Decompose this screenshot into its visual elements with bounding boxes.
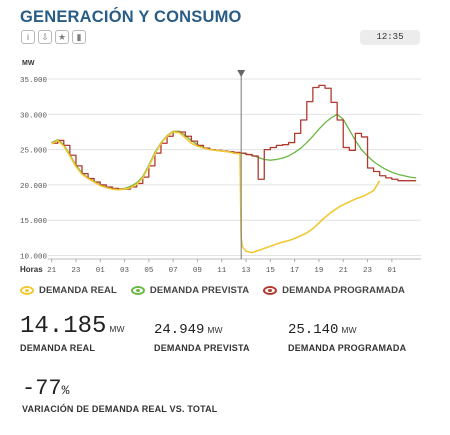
stat-unit: MW xyxy=(207,325,223,335)
star-icon[interactable]: ★ xyxy=(55,30,69,44)
y-tick-label: 10.000 xyxy=(20,253,48,261)
stat-unit: MW xyxy=(109,324,125,334)
now-marker xyxy=(237,70,246,259)
y-tick-label: 25.000 xyxy=(20,148,48,156)
x-axis-ticks: 21 23 01 03 05 07 09 11 13 15 17 19 21 23 01 xyxy=(47,259,397,275)
x-tick-label: 21 xyxy=(339,267,349,275)
page-title: GENERACIÓN Y CONSUMO xyxy=(20,8,242,26)
y-axis-label: MW xyxy=(22,60,35,67)
stat-value: 14.185 xyxy=(20,313,107,340)
stat-label: DEMANDA PROGRAMADA xyxy=(288,343,407,353)
stat-value: 24.949 xyxy=(154,322,205,338)
x-tick-label: 23 xyxy=(363,267,373,275)
eye-icon xyxy=(130,286,145,295)
stat-label: VARIACIÓN DE DEMANDA REAL VS. TOTAL xyxy=(22,404,218,414)
time-badge[interactable]: 12:35 xyxy=(360,30,420,45)
stat-unit: % xyxy=(61,383,70,398)
download-icon[interactable]: ⇩ xyxy=(38,30,52,44)
y-tick-label: 35.000 xyxy=(20,77,48,85)
info-icon[interactable]: i xyxy=(21,30,35,44)
x-tick-label: 03 xyxy=(120,267,130,275)
eye-icon xyxy=(263,286,278,295)
chart-series xyxy=(51,84,417,254)
x-tick-label: 01 xyxy=(96,267,106,275)
now-marker-arrow-icon[interactable] xyxy=(237,70,246,77)
x-tick-label: 21 xyxy=(47,267,57,275)
x-tick-label: 13 xyxy=(242,267,252,275)
stat-label: DEMANDA PREVISTA xyxy=(154,343,250,353)
series-line-programada xyxy=(51,84,417,190)
stat-value: 25.140 xyxy=(288,322,339,338)
x-tick-label: 05 xyxy=(144,267,154,275)
stat-label: DEMANDA REAL xyxy=(20,343,96,353)
stat-demanda-real: 14.185 MW DEMANDA REAL xyxy=(20,313,125,353)
legend-label: DEMANDA REAL xyxy=(39,285,117,296)
stat-value: -77 xyxy=(22,376,62,401)
x-tick-label: 09 xyxy=(193,267,202,275)
stat-demanda-programada: 25.140 MW DEMANDA PROGRAMADA xyxy=(288,320,406,353)
y-tick-label: 15.000 xyxy=(20,218,48,226)
legend-label: DEMANDA PREVISTA xyxy=(149,285,250,296)
stat-variacion: -77% VARIACIÓN DE DEMANDA REAL VS. TOTAL xyxy=(22,376,218,414)
x-tick-label: 23 xyxy=(71,267,81,275)
bar-chart-icon[interactable]: ▮ xyxy=(72,30,86,44)
legend-label: DEMANDA PROGRAMADA xyxy=(282,285,405,296)
y-tick-label: 20.000 xyxy=(20,183,48,191)
chart-toolbar: i ⇩ ★ ▮ xyxy=(21,30,86,44)
x-tick-label: 19 xyxy=(314,267,323,275)
x-tick-label: 11 xyxy=(217,267,227,275)
y-tick-label: 30.000 xyxy=(20,112,48,120)
x-tick-label: 01 xyxy=(387,267,397,275)
y-axis-ticks: 35.000 30.000 25.000 20.000 15.000 10.000 xyxy=(20,77,48,261)
x-axis-label: Horas xyxy=(20,265,43,274)
x-tick-label: 17 xyxy=(290,267,299,275)
legend-item-prevista[interactable]: DEMANDA PREVISTA xyxy=(130,285,250,296)
x-tick-label: 15 xyxy=(266,267,276,275)
eye-icon xyxy=(20,286,34,295)
series-line-real xyxy=(51,131,381,254)
x-tick-label: 07 xyxy=(169,267,178,275)
stat-unit: MW xyxy=(341,325,357,335)
stat-demanda-prevista: 24.949 MW DEMANDA PREVISTA xyxy=(154,320,250,353)
chart-legend: DEMANDA REAL DEMANDA PREVISTA DEMANDA PR… xyxy=(20,285,405,296)
chart-grid xyxy=(48,78,421,260)
legend-item-programada[interactable]: DEMANDA PROGRAMADA xyxy=(263,285,405,296)
legend-item-real[interactable]: DEMANDA REAL xyxy=(20,285,117,296)
